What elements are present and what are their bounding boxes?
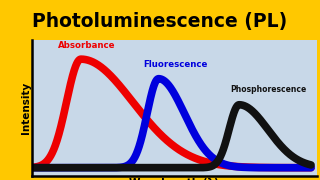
- X-axis label: Wavelength (λ): Wavelength (λ): [130, 178, 219, 180]
- Y-axis label: Intensity: Intensity: [20, 82, 31, 134]
- Text: Fluorescence: Fluorescence: [144, 60, 208, 69]
- Text: Absorbance: Absorbance: [58, 41, 116, 50]
- Text: Phosphorescence: Phosphorescence: [230, 85, 306, 94]
- Text: Photoluminescence (PL): Photoluminescence (PL): [32, 12, 288, 31]
